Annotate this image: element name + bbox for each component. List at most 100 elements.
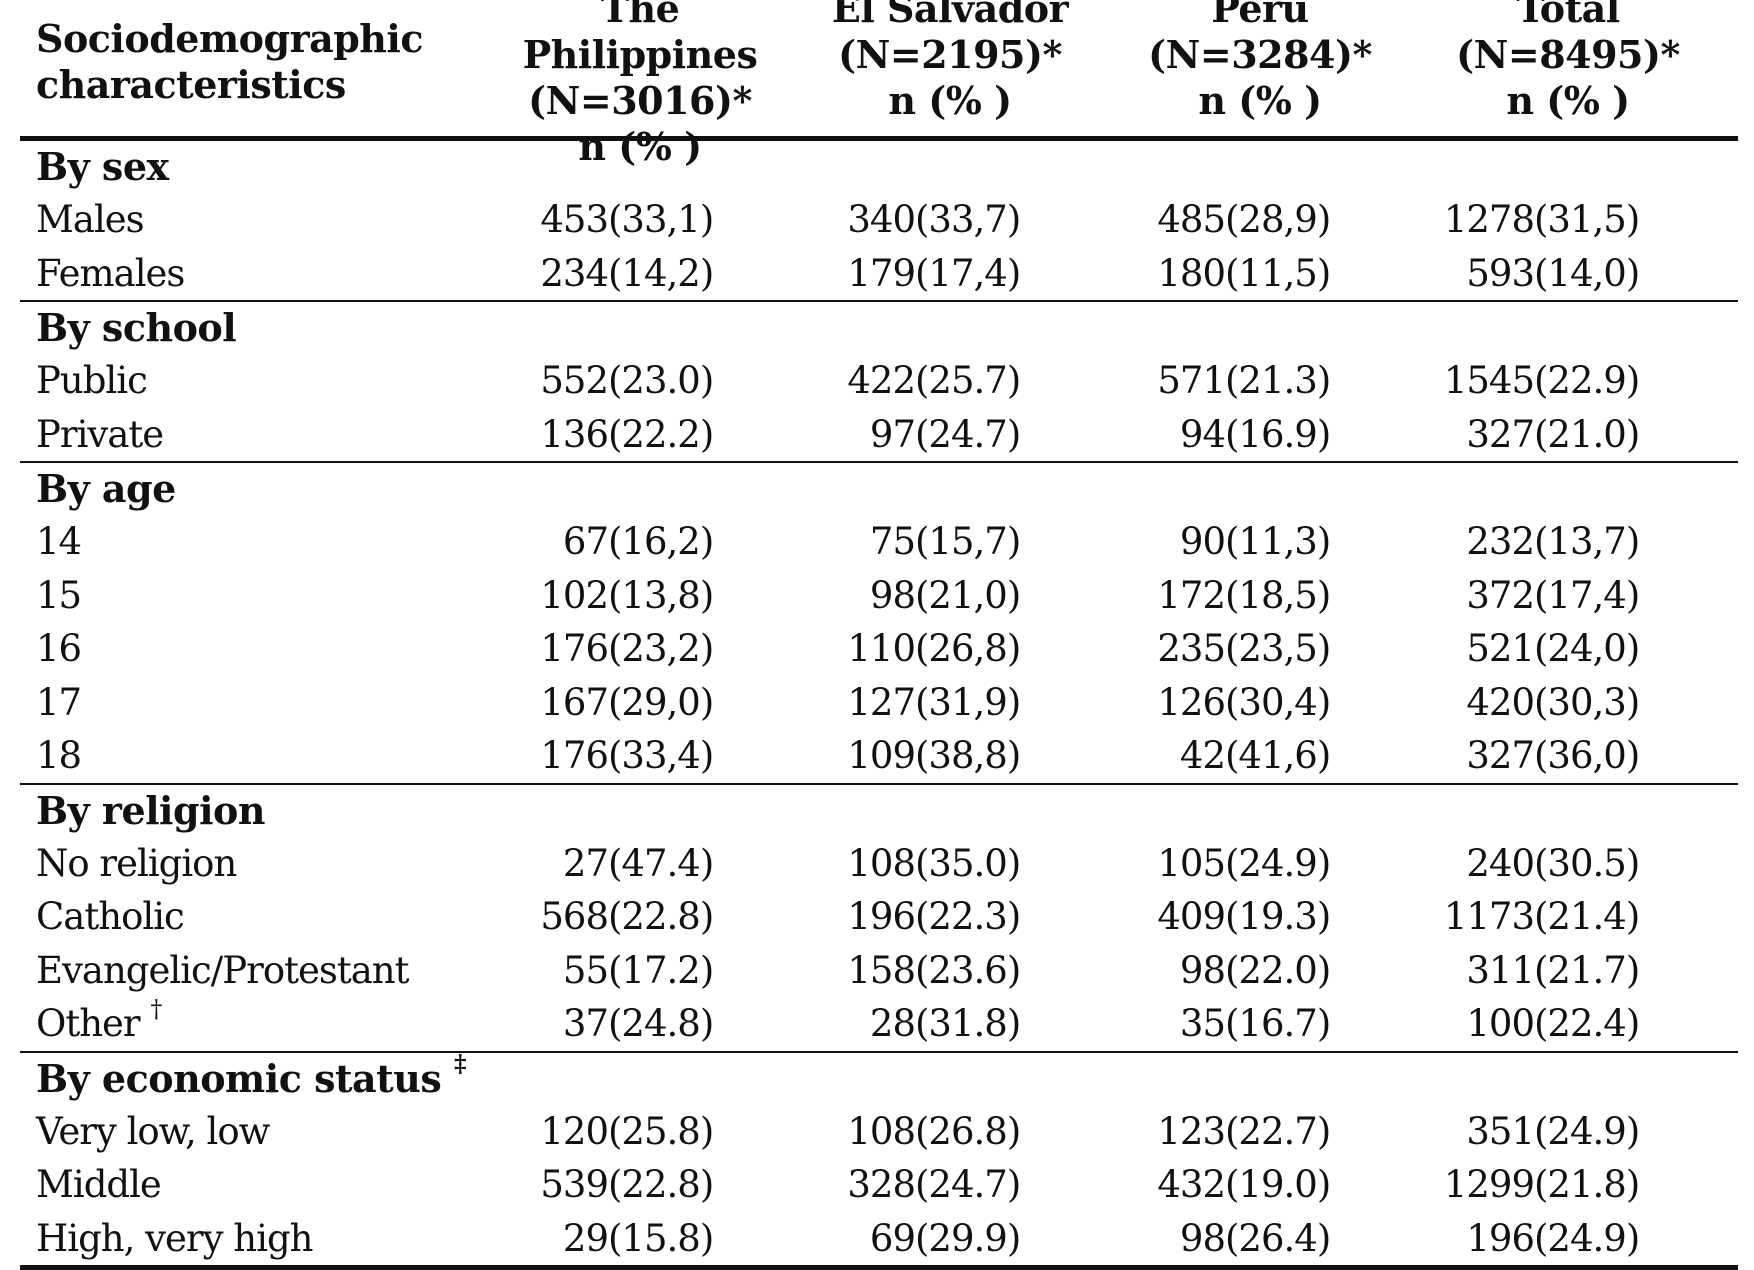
cell-count: 422 xyxy=(805,354,915,408)
table-cell: 409(19.3) xyxy=(1115,890,1355,944)
row-label-text: Evangelic/Protestant xyxy=(36,949,408,992)
row-label: Evangelic/Protestant xyxy=(36,944,408,998)
cell-count: 372 xyxy=(1424,569,1534,623)
section-title: By religion xyxy=(20,785,1738,837)
row-label-text: High, very high xyxy=(36,1217,312,1260)
column-name: The Philippines xyxy=(490,0,790,78)
row-label-header: Sociodemographic characteristics xyxy=(36,16,423,108)
table-cell: 234(14,2) xyxy=(498,247,738,301)
row-label: High, very high xyxy=(36,1212,312,1266)
cell-percent: (23.0) xyxy=(608,354,738,408)
table-cell: 123(22.7) xyxy=(1115,1105,1355,1159)
row-label-text: 18 xyxy=(36,734,81,777)
table-cell: 27(47.4) xyxy=(498,837,738,891)
row-label: Females xyxy=(36,247,184,301)
row-label-text: Catholic xyxy=(36,895,184,938)
table-cell: 167(29,0) xyxy=(498,676,738,730)
table-cell: 453(33,1) xyxy=(498,193,738,247)
cell-percent: (22.8) xyxy=(608,890,738,944)
header-label-line2: characteristics xyxy=(36,62,423,108)
cell-percent: (41,6) xyxy=(1225,729,1355,783)
cell-percent: (31,5) xyxy=(1534,193,1664,247)
cell-percent: (16.7) xyxy=(1225,997,1355,1051)
table-cell: 126(30,4) xyxy=(1115,676,1355,730)
cell-count: 109 xyxy=(805,729,915,783)
cell-percent: (28,9) xyxy=(1225,193,1355,247)
table-cell: 432(19.0) xyxy=(1115,1158,1355,1212)
table-cell: 179(17,4) xyxy=(805,247,1045,301)
table-cell: 176(23,2) xyxy=(498,622,738,676)
table-cell: 75(15,7) xyxy=(805,515,1045,569)
cell-percent: (35.0) xyxy=(915,837,1045,891)
table-cell: 571(21.3) xyxy=(1115,354,1355,408)
cell-count: 35 xyxy=(1115,997,1225,1051)
cell-percent: (29,0) xyxy=(608,676,738,730)
row-label-text: No religion xyxy=(36,842,236,885)
cell-percent: (30,3) xyxy=(1534,676,1664,730)
table-cell: 420(30,3) xyxy=(1424,676,1664,730)
table-cell: 1173(21.4) xyxy=(1424,890,1664,944)
table-row: No religion 27(47.4)108(35.0)105(24.9)24… xyxy=(20,837,1738,891)
cell-percent: (22.0) xyxy=(1225,944,1355,998)
cell-count: 158 xyxy=(805,944,915,998)
cell-count: 29 xyxy=(498,1212,608,1266)
cell-percent: (30.5) xyxy=(1534,837,1664,891)
column-header: Total(N=8495)*n (% ) xyxy=(1418,0,1718,124)
table-row: Public 552(23.0)422(25.7)571(21.3)1545(2… xyxy=(20,354,1738,408)
cell-count: 90 xyxy=(1115,515,1225,569)
cell-percent: (16,2) xyxy=(608,515,738,569)
cell-percent: (22.9) xyxy=(1534,354,1664,408)
section-title: By sex xyxy=(20,141,1738,193)
table-cell: 235(23,5) xyxy=(1115,622,1355,676)
table-cell: 568(22.8) xyxy=(498,890,738,944)
table-cell: 328(24.7) xyxy=(805,1158,1045,1212)
cell-percent: (33,1) xyxy=(608,193,738,247)
cell-percent: (13,8) xyxy=(608,569,738,623)
column-name: El Salvador xyxy=(800,0,1100,32)
cell-count: 327 xyxy=(1424,729,1534,783)
table-cell: 69(29.9) xyxy=(805,1212,1045,1266)
cell-percent: (17,4) xyxy=(915,247,1045,301)
table-cell: 196(24.9) xyxy=(1424,1212,1664,1266)
cell-count: 235 xyxy=(1115,622,1225,676)
table-cell: 176(33,4) xyxy=(498,729,738,783)
table-cell: 100(22.4) xyxy=(1424,997,1664,1051)
row-label-text: 16 xyxy=(36,627,81,670)
cell-count: 75 xyxy=(805,515,915,569)
table-section: By religion No religion 27(47.4)108(35.0… xyxy=(20,785,1738,1053)
cell-percent: (21.4) xyxy=(1534,890,1664,944)
cell-count: 571 xyxy=(1115,354,1225,408)
table-cell: 340(33,7) xyxy=(805,193,1045,247)
cell-count: 37 xyxy=(498,997,608,1051)
table-cell: 110(26,8) xyxy=(805,622,1045,676)
cell-count: 136 xyxy=(498,408,608,462)
table-cell: 105(24.9) xyxy=(1115,837,1355,891)
table-cell: 552(23.0) xyxy=(498,354,738,408)
cell-count: 179 xyxy=(805,247,915,301)
row-label-text: 14 xyxy=(36,520,81,563)
cell-count: 311 xyxy=(1424,944,1534,998)
cell-count: 126 xyxy=(1115,676,1225,730)
cell-percent: (26,8) xyxy=(915,622,1045,676)
cell-count: 539 xyxy=(498,1158,608,1212)
table-cell: 127(31,9) xyxy=(805,676,1045,730)
cell-count: 568 xyxy=(498,890,608,944)
table-cell: 593(14,0) xyxy=(1424,247,1664,301)
cell-count: 240 xyxy=(1424,837,1534,891)
cell-count: 98 xyxy=(805,569,915,623)
cell-percent: (24.9) xyxy=(1534,1105,1664,1159)
cell-percent: (15,7) xyxy=(915,515,1045,569)
table-cell: 232(13,7) xyxy=(1424,515,1664,569)
cell-count: 593 xyxy=(1424,247,1534,301)
table-cell: 172(18,5) xyxy=(1115,569,1355,623)
table-cell: 1545(22.9) xyxy=(1424,354,1664,408)
row-label: Catholic xyxy=(36,890,184,944)
table-cell: 196(22.3) xyxy=(805,890,1045,944)
table-row: 16 176(23,2)110(26,8)235(23,5)521(24,0) xyxy=(20,622,1738,676)
table-row: 17 167(29,0)127(31,9)126(30,4)420(30,3) xyxy=(20,676,1738,730)
cell-count: 420 xyxy=(1424,676,1534,730)
column-header: El Salvador(N=2195)*n (% ) xyxy=(800,0,1100,124)
table-row: 15 102(13,8)98(21,0)172(18,5)372(17,4) xyxy=(20,569,1738,623)
cell-percent: (47.4) xyxy=(608,837,738,891)
table-row: Middle 539(22.8)328(24.7)432(19.0)1299(2… xyxy=(20,1158,1738,1212)
